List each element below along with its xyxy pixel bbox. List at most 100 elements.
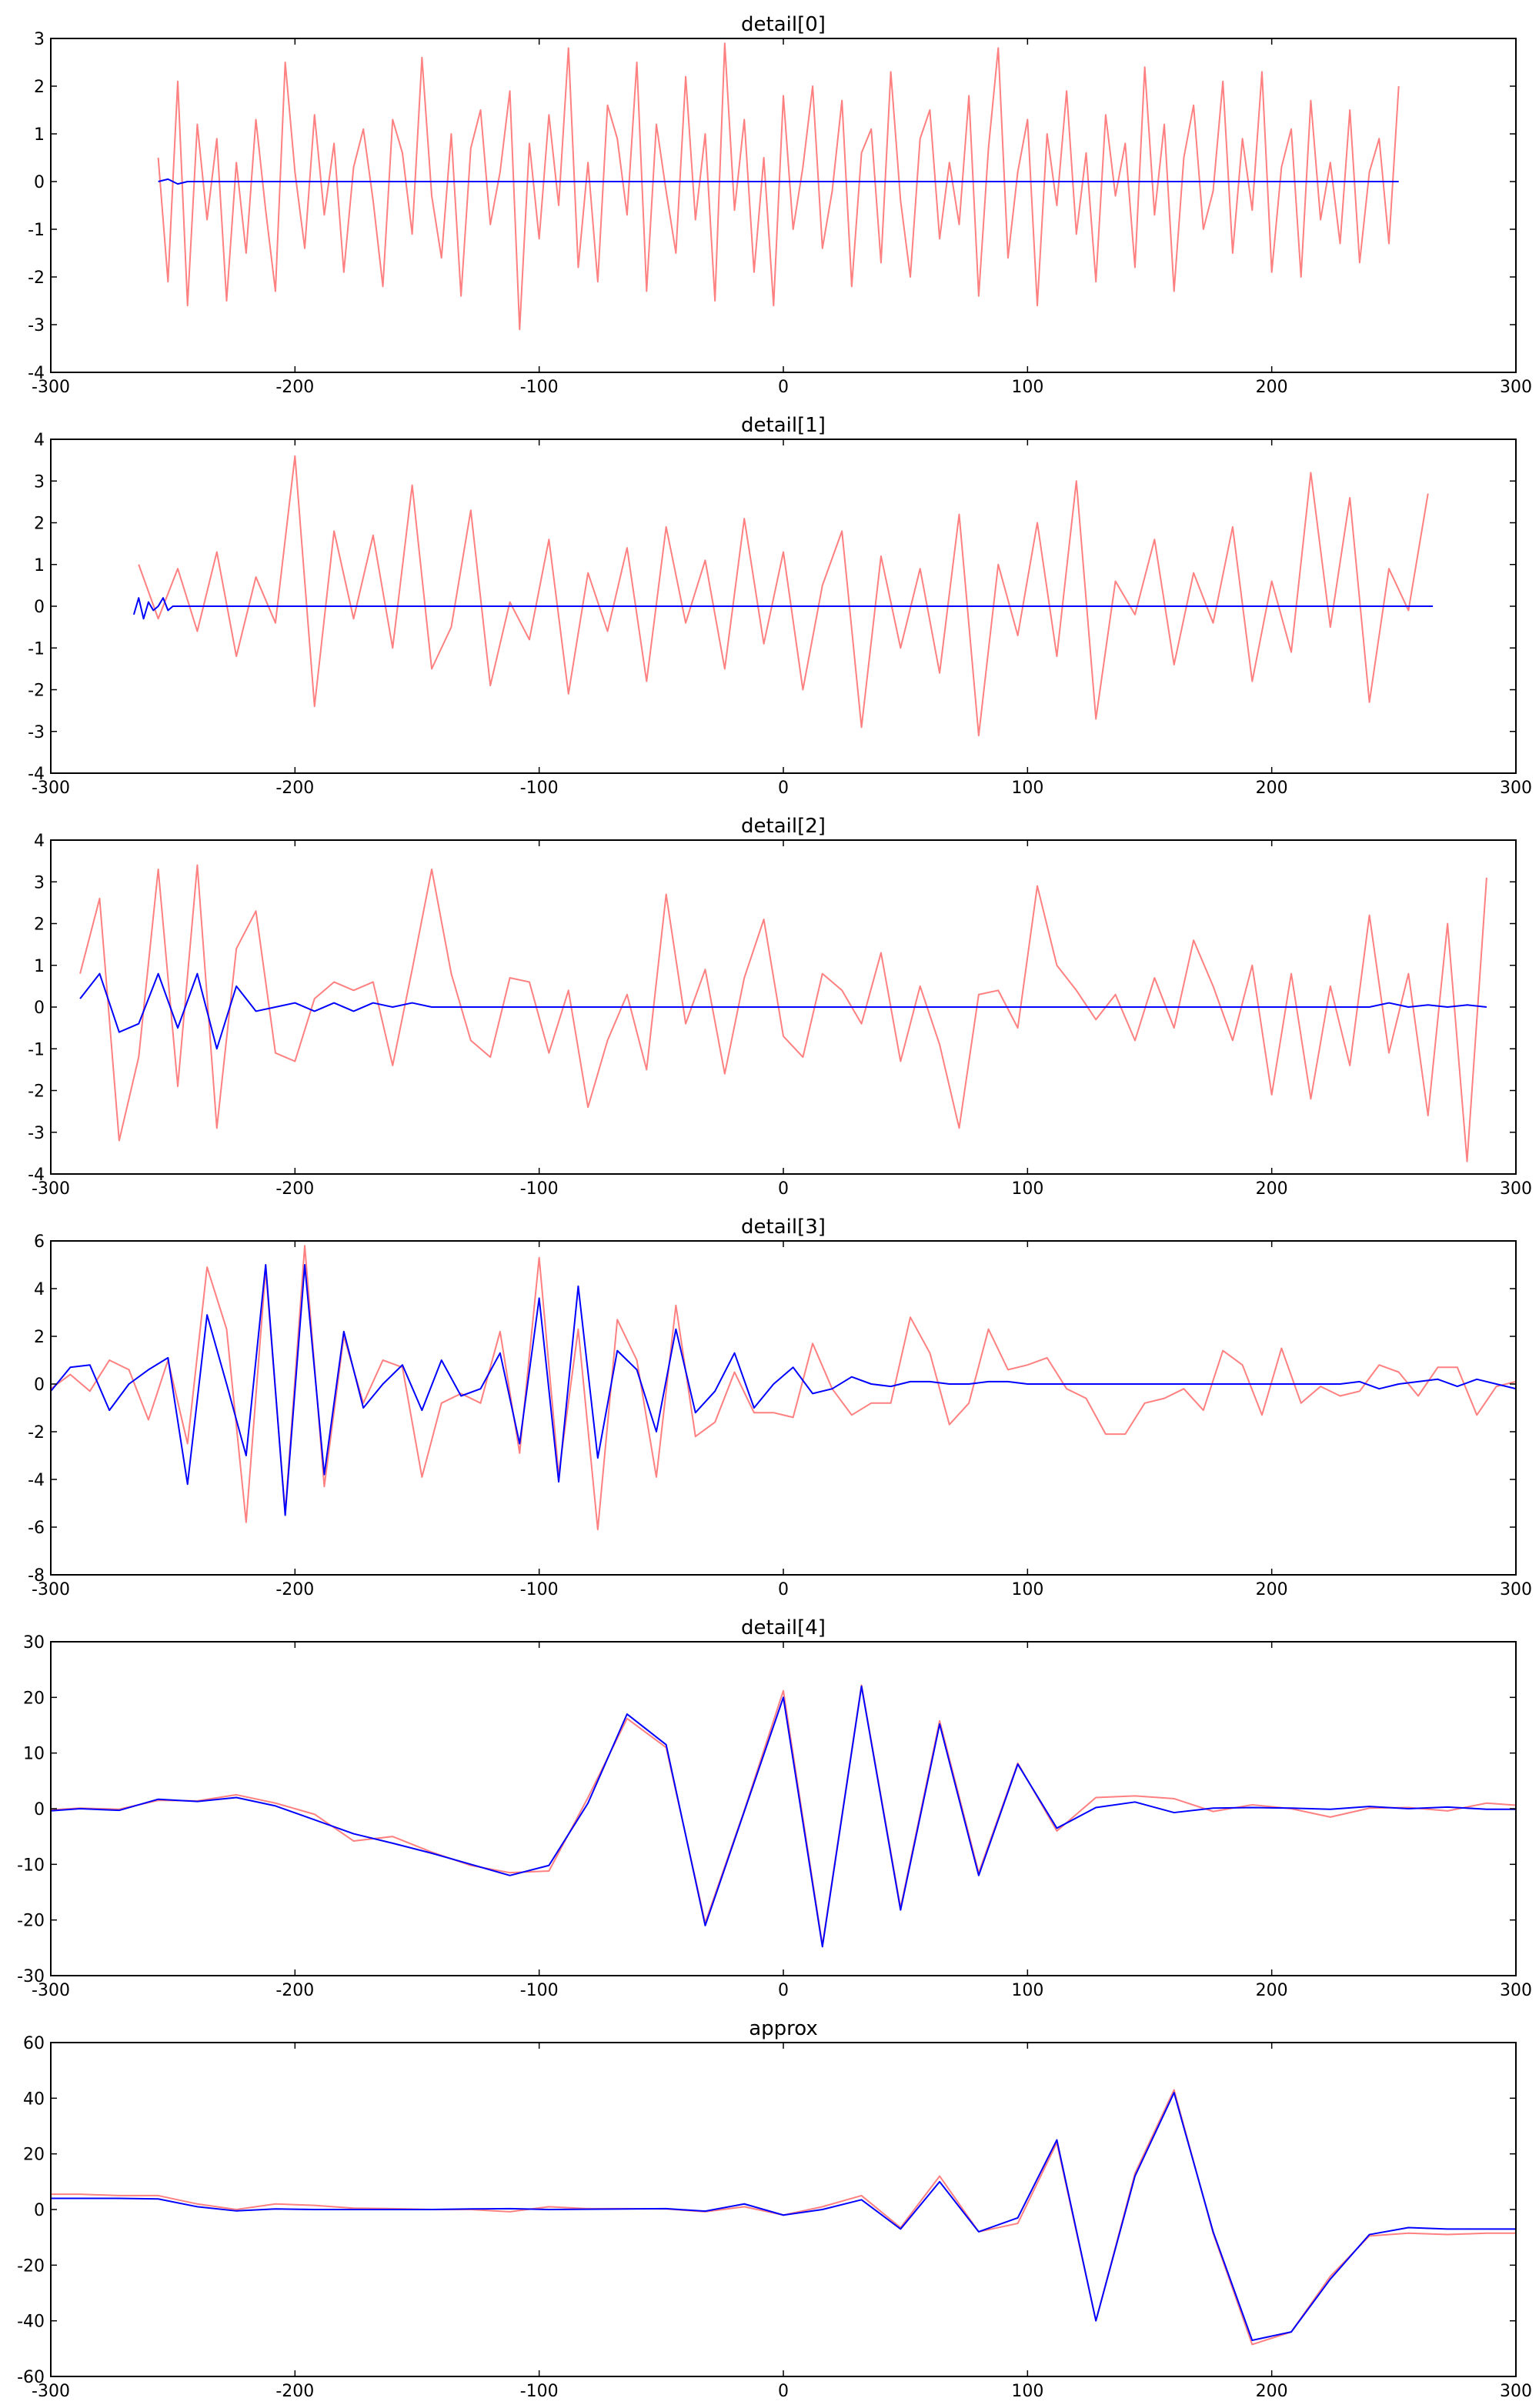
series-line (157, 42, 1400, 331)
x-tick-label: 300 (1500, 378, 1532, 397)
y-tick-label: -3 (28, 1124, 45, 1143)
y-tick-label: -40 (17, 2313, 45, 2332)
x-tick-label: -200 (275, 1179, 314, 1199)
y-tick-label: -60 (17, 2368, 45, 2387)
subplot-title: detail[2] (741, 815, 826, 838)
y-tick-label: 0 (34, 2201, 45, 2220)
series-line (132, 597, 1434, 620)
x-tick-label: 0 (778, 779, 789, 798)
x-tick-label: 100 (1011, 1981, 1043, 2000)
x-tick-label: 100 (1011, 779, 1043, 798)
y-tick-label: 1 (34, 125, 45, 145)
plot-area (51, 2089, 1516, 2346)
y-tick-label: 0 (34, 1376, 45, 1395)
y-tick-label: -2 (28, 268, 45, 288)
y-tick-label: -10 (17, 1856, 45, 1875)
y-tick-label: -2 (28, 1082, 45, 1102)
y-tick-label: 20 (23, 2146, 45, 2165)
x-tick-label: -300 (32, 1179, 70, 1199)
y-tick-label: -4 (28, 765, 45, 784)
y-tick-label: 6 (34, 1232, 45, 1252)
y-tick-label: 2 (34, 916, 45, 935)
x-tick-label: -200 (275, 1981, 314, 2000)
plot-area (132, 455, 1434, 737)
y-tick-label: -1 (28, 1040, 45, 1059)
plot-area (157, 42, 1400, 331)
y-tick-label: 40 (23, 2089, 45, 2109)
x-tick-label: 0 (778, 378, 789, 397)
plot-background (51, 1241, 1516, 1575)
x-tick-label: 100 (1011, 2382, 1043, 2401)
y-tick-label: 1 (34, 556, 45, 575)
x-tick-label: -100 (520, 1981, 559, 2000)
x-tick-label: 200 (1256, 779, 1288, 798)
y-tick-label: 10 (23, 1745, 45, 1764)
y-tick-label: -4 (28, 364, 45, 383)
subplot-title: detail[1] (741, 414, 826, 437)
subplot: detail[3] -8 -6 -4 -2 0 2 4 6 -300 -200 -100 0 100 200… (28, 1216, 1532, 1599)
axes-frame (50, 1641, 1517, 1976)
x-tick-label: -200 (275, 2382, 314, 2401)
y-tick-label: 4 (34, 1280, 45, 1299)
x-tick-label: 200 (1256, 378, 1288, 397)
plot-area (51, 1684, 1516, 1948)
x-tick-label: -100 (520, 2382, 559, 2401)
y-tick-label: -6 (28, 1519, 45, 1538)
series-line (79, 972, 1487, 1050)
x-tick-label: 100 (1011, 378, 1043, 397)
y-tick-label: 30 (23, 1633, 45, 1653)
x-tick-label: -200 (275, 1580, 314, 1599)
y-tick-label: -20 (17, 1912, 45, 1931)
y-tick-label: -4 (28, 1471, 45, 1490)
y-tick-label: 2 (34, 78, 45, 97)
series-line (79, 864, 1487, 1162)
subplot: detail[0] -4 -3 -2 -1 0 1 2 3 -300 -200 -100 0 100 200… (28, 13, 1532, 397)
x-tick-label: 0 (778, 1981, 789, 2000)
y-tick-label: -3 (28, 316, 45, 335)
plot-area (79, 864, 1487, 1162)
y-tick-label: 0 (34, 173, 45, 192)
x-tick-label: -300 (32, 1981, 70, 2000)
x-tick-label: -100 (520, 1580, 559, 1599)
axes-frame (50, 2042, 1517, 2377)
x-tick-label: 300 (1500, 2382, 1532, 2401)
series-line (138, 455, 1429, 737)
y-tick-label: 60 (23, 2034, 45, 2053)
series-line (51, 2092, 1516, 2341)
axes-frame (50, 38, 1517, 373)
subplot: detail[2] -4 -3 -2 -1 0 1 2 3 4 -300 -200 -100 0 100 20… (28, 815, 1532, 1199)
x-tick-label: 0 (778, 1179, 789, 1199)
subplot: detail[1] -4 -3 -2 -1 0 1 2 3 4 -300 -200 -100 0 100 20… (28, 414, 1532, 798)
x-tick-label: 100 (1011, 1580, 1043, 1599)
x-tick-label: -200 (275, 779, 314, 798)
subplot-title: detail[4] (741, 1616, 826, 1639)
x-tick-label: 300 (1500, 1981, 1532, 2000)
x-tick-label: 300 (1500, 779, 1532, 798)
x-tick-label: 300 (1500, 1580, 1532, 1599)
x-tick-label: -300 (32, 779, 70, 798)
x-tick-label: -100 (520, 1179, 559, 1199)
series-line (51, 1685, 1516, 1948)
y-tick-label: 4 (34, 832, 45, 851)
axes-frame (50, 1240, 1517, 1576)
x-tick-label: -200 (275, 378, 314, 397)
axes-frame (50, 439, 1517, 774)
x-tick-label: 0 (778, 2382, 789, 2401)
subplot-title: detail[0] (741, 13, 826, 36)
y-tick-label: -2 (28, 1423, 45, 1442)
series-line (51, 1264, 1516, 1516)
x-tick-label: 300 (1500, 1179, 1532, 1199)
x-tick-label: 200 (1256, 1179, 1288, 1199)
y-tick-label: 3 (34, 873, 45, 892)
subplot-title: approx (749, 2017, 818, 2040)
y-tick-label: -20 (17, 2256, 45, 2276)
y-tick-label: 2 (34, 515, 45, 534)
series-line (158, 178, 1399, 185)
x-tick-label: -100 (520, 779, 559, 798)
axes-frame (50, 839, 1517, 1175)
y-tick-label: 20 (23, 1689, 45, 1708)
